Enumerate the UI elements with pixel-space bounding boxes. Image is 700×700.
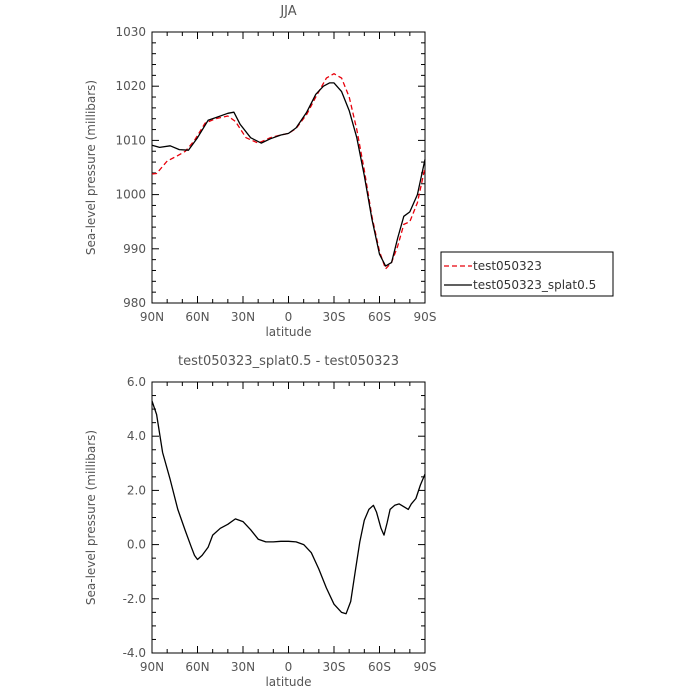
y-tick-label: 6.0 bbox=[127, 375, 146, 389]
legend: test050323 test050323_splat0.5 bbox=[440, 251, 614, 297]
y-tick-label: 1020 bbox=[115, 79, 146, 93]
y-axis-label: Sea-level pressure (millibars) bbox=[84, 80, 98, 255]
x-tick-label: 0 bbox=[285, 310, 293, 324]
legend-label-1: test050323_splat0.5 bbox=[473, 278, 596, 292]
x-tick-label: 60S bbox=[368, 310, 391, 324]
plot-frame bbox=[151, 381, 426, 654]
y-tick-label: 1010 bbox=[115, 133, 146, 147]
x-tick-label: 90N bbox=[140, 660, 164, 674]
y-tick-label: 2.0 bbox=[127, 483, 146, 497]
x-tick-label: 90S bbox=[414, 660, 437, 674]
x-tick-label: 90N bbox=[140, 310, 164, 324]
y-tick-label: -4.0 bbox=[123, 646, 146, 660]
x-axis-label: latitude bbox=[265, 325, 311, 339]
y-tick-label: 990 bbox=[123, 242, 146, 256]
bottom-panel: 90N 60N 30N 0 30S 60S 90S -4.0 -2.0 0.0 2.0 4.0 6.0 t… bbox=[84, 354, 436, 689]
x-tick-label: 90S bbox=[414, 310, 437, 324]
legend-label-0: test050323 bbox=[473, 259, 542, 273]
x-tick-label: 30N bbox=[231, 310, 255, 324]
y-tick-label: 1000 bbox=[115, 188, 146, 202]
y-tick-label: 980 bbox=[123, 296, 146, 310]
legend-box bbox=[440, 251, 614, 297]
series-line-1 bbox=[151, 82, 426, 267]
x-tick-label: 30S bbox=[323, 660, 346, 674]
x-tick-label: 60N bbox=[185, 660, 209, 674]
x-axis-label: latitude bbox=[265, 675, 311, 689]
x-tick-label: 30N bbox=[231, 660, 255, 674]
x-tick-label: 30S bbox=[323, 310, 346, 324]
x-tick-label: 60N bbox=[185, 310, 209, 324]
y-tick-label: 4.0 bbox=[127, 429, 146, 443]
y-axis-label: Sea-level pressure (millibars) bbox=[84, 430, 98, 605]
x-tick-label: 60S bbox=[368, 660, 391, 674]
y-tick-label: 0.0 bbox=[127, 538, 146, 552]
y-tick-label: -2.0 bbox=[123, 592, 146, 606]
x-tick-label: 0 bbox=[285, 660, 293, 674]
y-tick-label: 1030 bbox=[115, 25, 146, 39]
panel-title: test050323_splat0.5 - test050323 bbox=[178, 354, 399, 369]
series-line-0 bbox=[151, 400, 426, 615]
panel-title: JJA bbox=[279, 4, 296, 19]
series-line-0 bbox=[151, 73, 426, 270]
top-panel: 90N 60N 30N 0 30S 60S 90S 980 990 1000 1010 1020 103… bbox=[84, 4, 614, 339]
